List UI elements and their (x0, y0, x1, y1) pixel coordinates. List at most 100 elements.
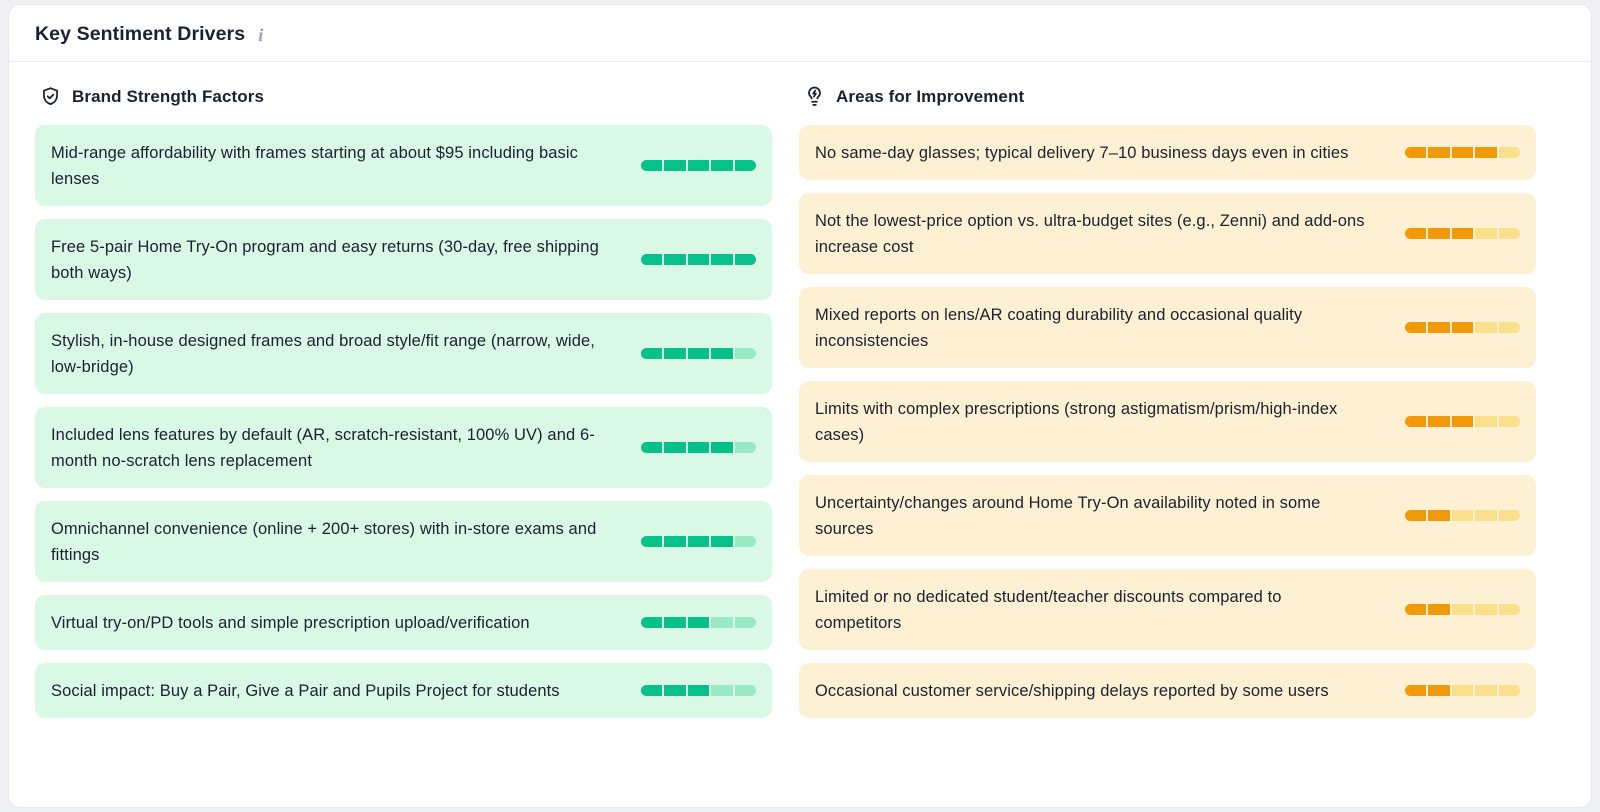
sentiment-card: Virtual try-on/PD tools and simple presc… (35, 595, 772, 650)
bar-segment (711, 442, 733, 453)
bar-segment (664, 254, 686, 265)
bar-segment (1475, 510, 1497, 521)
sentiment-bar (1405, 685, 1520, 696)
bar-segment (734, 536, 756, 547)
bar-segment (1428, 510, 1450, 521)
sentiment-bar (1405, 147, 1520, 158)
column-improvements: Areas for Improvement No same-day glasse… (799, 86, 1536, 718)
bar-segment (641, 254, 663, 265)
sentiment-bar (1405, 228, 1520, 239)
card-text: Social impact: Buy a Pair, Give a Pair a… (51, 681, 560, 700)
sentiment-card: Not the lowest-price option vs. ultra-bu… (799, 193, 1536, 274)
sentiment-card: No same-day glasses; typical delivery 7–… (799, 125, 1536, 180)
bar-segment (1475, 322, 1497, 333)
bar-segment (664, 160, 686, 171)
bar-segment (1475, 416, 1497, 427)
bar-segment (641, 536, 663, 547)
bar-segment (1405, 416, 1427, 427)
sentiment-card: Omnichannel convenience (online + 200+ s… (35, 501, 772, 582)
card-text: Free 5-pair Home Try-On program and easy… (51, 237, 599, 282)
bar-segment (1428, 147, 1450, 158)
card-text: Occasional customer service/shipping del… (815, 681, 1329, 700)
bar-segment (1498, 416, 1520, 427)
bar-segment (1475, 228, 1497, 239)
bar-segment (687, 160, 710, 171)
bar-segment (1451, 322, 1474, 333)
bar-segment (1451, 228, 1474, 239)
sentiment-bar (641, 348, 756, 359)
key-sentiment-drivers-panel: Key Sentiment Drivers i Brand Strength F… (8, 4, 1592, 808)
bar-segment (641, 617, 663, 628)
card-text: Not the lowest-price option vs. ultra-bu… (815, 211, 1365, 256)
card-text: Limits with complex prescriptions (stron… (815, 399, 1338, 444)
bar-segment (1498, 228, 1520, 239)
bar-segment (1451, 147, 1474, 158)
card-text: Included lens features by default (AR, s… (51, 425, 595, 470)
card-text: Omnichannel convenience (online + 200+ s… (51, 519, 597, 564)
card-text: Limited or no dedicated student/teacher … (815, 587, 1282, 632)
bar-segment (664, 685, 686, 696)
bar-segment (687, 348, 710, 359)
column-header-strengths: Brand Strength Factors (35, 86, 772, 107)
sentiment-bar (1405, 322, 1520, 333)
bar-segment (1428, 228, 1450, 239)
card-text: Stylish, in-house designed frames and br… (51, 331, 595, 376)
bar-segment (664, 536, 686, 547)
column-header-improvements: Areas for Improvement (799, 86, 1536, 107)
column-title: Areas for Improvement (836, 86, 1025, 106)
bar-segment (711, 685, 733, 696)
bar-segment (711, 536, 733, 547)
bar-segment (1451, 685, 1474, 696)
sentiment-bar (641, 442, 756, 453)
bar-segment (711, 160, 733, 171)
bar-segment (687, 685, 710, 696)
bar-segment (1475, 685, 1497, 696)
panel-header: Key Sentiment Drivers i (9, 5, 1591, 62)
bar-segment (1428, 604, 1450, 615)
sentiment-bar (1405, 510, 1520, 521)
info-icon[interactable]: i (258, 24, 264, 45)
bar-segment (641, 685, 663, 696)
bar-segment (734, 160, 756, 171)
bar-segment (641, 442, 663, 453)
bar-segment (1405, 510, 1427, 521)
bar-segment (1405, 604, 1427, 615)
bar-segment (687, 536, 710, 547)
bar-segment (664, 617, 686, 628)
bar-segment (1428, 322, 1450, 333)
bar-segment (1498, 510, 1520, 521)
panel-body: Brand Strength Factors Mid-range afforda… (9, 62, 1591, 742)
bar-segment (734, 685, 756, 696)
sentiment-card: Mid-range affordability with frames star… (35, 125, 772, 206)
bar-segment (1428, 416, 1450, 427)
bar-segment (711, 617, 733, 628)
sentiment-card: Occasional customer service/shipping del… (799, 663, 1536, 718)
bar-segment (1428, 685, 1450, 696)
sentiment-card: Free 5-pair Home Try-On program and easy… (35, 219, 772, 300)
card-text: Virtual try-on/PD tools and simple presc… (51, 613, 530, 632)
sentiment-card: Uncertainty/changes around Home Try-On a… (799, 475, 1536, 556)
strengths-card-list: Mid-range affordability with frames star… (35, 125, 772, 718)
bar-segment (1451, 604, 1474, 615)
sentiment-bar (641, 685, 756, 696)
bar-segment (1498, 322, 1520, 333)
bar-segment (711, 254, 733, 265)
sentiment-bar (641, 160, 756, 171)
sentiment-bar (1405, 604, 1520, 615)
bar-segment (1451, 416, 1474, 427)
bar-segment (1498, 604, 1520, 615)
bar-segment (1405, 322, 1427, 333)
improvements-card-list: No same-day glasses; typical delivery 7–… (799, 125, 1536, 718)
bar-segment (641, 160, 663, 171)
card-text: Uncertainty/changes around Home Try-On a… (815, 493, 1321, 538)
bar-segment (1451, 510, 1474, 521)
sentiment-bar (641, 254, 756, 265)
bar-segment (687, 254, 710, 265)
sentiment-bar (641, 617, 756, 628)
bar-segment (1405, 147, 1427, 158)
bar-segment (1475, 604, 1497, 615)
bar-segment (711, 348, 733, 359)
sentiment-card: Stylish, in-house designed frames and br… (35, 313, 772, 394)
sentiment-card: Limited or no dedicated student/teacher … (799, 569, 1536, 650)
